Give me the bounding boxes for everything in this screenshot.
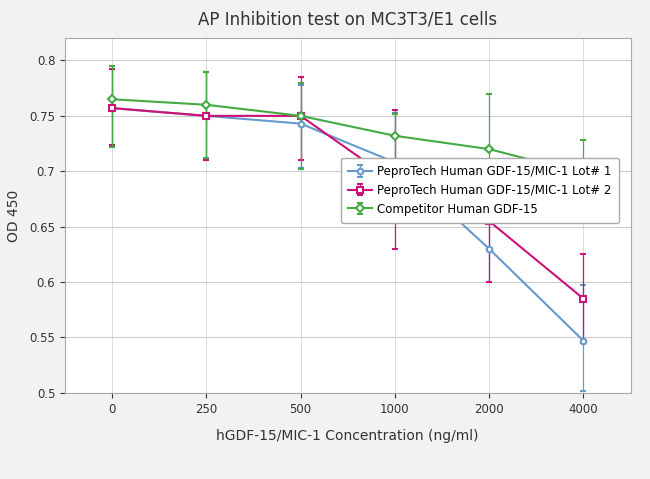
Legend: PeproTech Human GDF-15/MIC-1 Lot# 1, PeproTech Human GDF-15/MIC-1 Lot# 2, Compet: PeproTech Human GDF-15/MIC-1 Lot# 1, Pep… bbox=[341, 158, 619, 223]
Y-axis label: OD 450: OD 450 bbox=[7, 189, 21, 242]
X-axis label: hGDF-15/MIC-1 Concentration (ng/ml): hGDF-15/MIC-1 Concentration (ng/ml) bbox=[216, 429, 479, 444]
Title: AP Inhibition test on MC3T3/E1 cells: AP Inhibition test on MC3T3/E1 cells bbox=[198, 11, 497, 28]
